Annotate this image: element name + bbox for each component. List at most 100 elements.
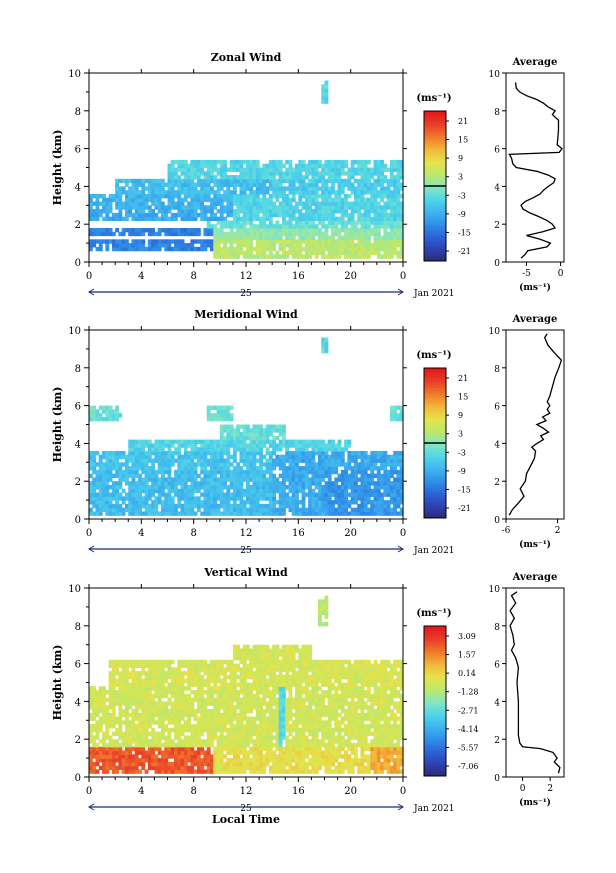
heatmap-cell	[128, 758, 133, 763]
colorbar-segment	[424, 218, 446, 222]
heatmap-cell	[170, 739, 175, 744]
heatmap-cell	[196, 175, 201, 180]
heatmap-cell	[134, 443, 139, 448]
heatmap-cell	[200, 209, 205, 214]
heatmap-cell	[236, 473, 241, 479]
heatmap-cell	[183, 769, 188, 774]
heatmap-cell	[157, 178, 162, 184]
heatmap-cell	[239, 178, 244, 184]
heatmap-cell	[200, 659, 205, 665]
heatmap-cell	[144, 500, 149, 505]
heatmap-cell	[183, 171, 188, 176]
heatmap-cell	[183, 447, 188, 452]
heatmap-cell	[210, 450, 214, 456]
heatmap-cell	[262, 488, 267, 494]
heatmap-cell	[281, 432, 286, 437]
heatmap-cell	[347, 484, 352, 490]
heatmap-cell	[187, 682, 191, 687]
heatmap-cell	[242, 182, 247, 187]
heatmap-cell	[268, 212, 273, 218]
heatmap-cell	[226, 201, 231, 206]
heatmap-cell	[196, 739, 201, 744]
heatmap-cell	[147, 712, 152, 718]
heatmap-cell	[252, 503, 257, 509]
heatmap-cell	[200, 458, 205, 463]
heatmap-cell	[301, 454, 306, 460]
heatmap-cell	[118, 708, 123, 714]
heatmap-cell	[350, 171, 355, 176]
x-tick-label: 0	[400, 528, 406, 539]
heatmap-cell	[298, 216, 303, 222]
heatmap-cell	[360, 496, 365, 501]
heatmap-cell	[187, 503, 191, 509]
heatmap-cell	[111, 765, 116, 771]
heatmap-cell	[187, 473, 191, 479]
heatmap-cell	[363, 492, 368, 497]
heatmap-cell	[180, 686, 185, 691]
heatmap-cell	[206, 224, 211, 229]
heatmap-cell	[111, 473, 116, 479]
heatmap-cell	[334, 484, 339, 490]
heatmap-cell	[324, 80, 329, 85]
heatmap-cell	[298, 511, 303, 516]
heatmap-cell	[255, 167, 260, 172]
heatmap-cell	[360, 462, 365, 467]
heatmap-cell	[141, 227, 146, 233]
heatmap-cell	[380, 212, 384, 218]
heatmap-cell	[203, 511, 208, 516]
heatmap-cell	[131, 197, 136, 203]
heatmap-cell	[360, 224, 365, 229]
heatmap-cell	[121, 701, 126, 706]
heatmap-cell	[281, 454, 286, 460]
heatmap-cell	[151, 488, 156, 494]
heatmap-cell	[128, 484, 133, 490]
heatmap-cell	[124, 246, 129, 252]
heatmap-cell	[151, 678, 156, 684]
heatmap-cell	[131, 450, 136, 456]
heatmap-cell	[344, 492, 348, 497]
heatmap-cell	[118, 674, 123, 680]
heatmap-cell	[321, 450, 326, 456]
heatmap-cell	[285, 500, 290, 505]
heatmap-cell	[160, 212, 165, 218]
heatmap-cell	[314, 462, 319, 467]
heatmap-cell	[170, 171, 175, 176]
heatmap-cell	[151, 481, 156, 486]
heatmap-cell	[268, 163, 273, 169]
heatmap-cell	[321, 95, 326, 101]
heatmap-cell	[108, 742, 113, 748]
heatmap-cell	[360, 216, 365, 222]
heatmap-cell	[308, 197, 313, 203]
heatmap-cell	[298, 182, 303, 187]
heatmap-cell	[232, 481, 237, 486]
heatmap-cell	[187, 659, 191, 665]
heatmap-cell	[92, 450, 97, 456]
heatmap-cell	[105, 409, 110, 414]
heatmap-cell	[357, 227, 362, 233]
heatmap-cell	[393, 454, 398, 460]
heatmap-cell	[108, 473, 113, 479]
heatmap-cell	[223, 413, 227, 418]
heatmap-cell	[216, 186, 221, 191]
heatmap-cell	[327, 171, 332, 176]
heatmap-cell	[291, 454, 296, 460]
colorbar-segment	[424, 385, 446, 389]
heatmap-cell	[111, 231, 116, 237]
heatmap-cell	[138, 193, 142, 199]
heatmap-cell	[196, 746, 201, 752]
heatmap-cell	[275, 193, 280, 199]
heatmap-cell	[321, 178, 326, 184]
heatmap-cell	[89, 690, 93, 695]
heatmap-cell	[246, 484, 250, 490]
heatmap-cell	[89, 473, 93, 479]
heatmap-cell	[301, 190, 306, 195]
heatmap-cell	[134, 243, 139, 248]
heatmap-cell	[255, 469, 260, 475]
heatmap-cell	[167, 663, 172, 668]
heatmap-cell	[334, 447, 339, 452]
heatmap-cell	[203, 496, 208, 501]
heatmap-cell	[108, 466, 113, 471]
heatmap-cell	[295, 507, 299, 513]
heatmap-cell	[210, 708, 214, 714]
heatmap-cell	[281, 231, 286, 237]
